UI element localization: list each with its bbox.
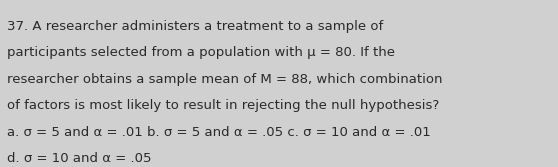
Text: participants selected from a population with μ = 80. If the: participants selected from a population … — [7, 46, 395, 59]
Text: a. σ = 5 and α = .01 b. σ = 5 and α = .05 c. σ = 10 and α = .01: a. σ = 5 and α = .01 b. σ = 5 and α = .0… — [7, 126, 430, 139]
Text: 37. A researcher administers a treatment to a sample of: 37. A researcher administers a treatment… — [7, 20, 383, 33]
Text: researcher obtains a sample mean of M = 88, which combination: researcher obtains a sample mean of M = … — [7, 73, 442, 86]
Text: of factors is most likely to result in rejecting the null hypothesis?: of factors is most likely to result in r… — [7, 99, 439, 112]
Text: d. σ = 10 and α = .05: d. σ = 10 and α = .05 — [7, 152, 151, 165]
